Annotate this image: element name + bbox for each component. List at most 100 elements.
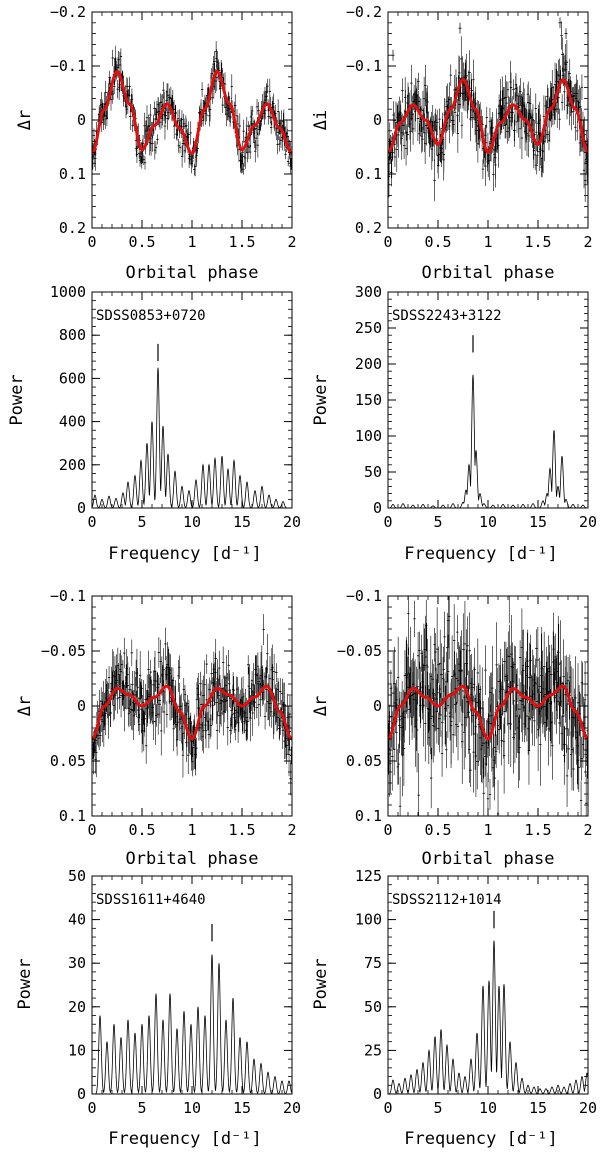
x-tick-label: 5	[137, 1099, 146, 1117]
power-curve	[92, 954, 292, 1094]
y-axis-title: Δr	[311, 696, 331, 716]
x-tick-label: 10	[183, 513, 201, 531]
y-tick-label: 0.2	[355, 219, 382, 237]
panel-power-sdss2112: Frequency [d⁻¹] Power SDSS2112+1014 0 5 10…	[311, 867, 597, 1149]
x-tick-label: 2	[287, 821, 296, 839]
model-curve	[92, 69, 292, 156]
x-tick-label: 15	[529, 513, 547, 531]
y-tick-label: 0.1	[355, 165, 382, 183]
x-tick-label: 20	[579, 1099, 597, 1117]
x-tick-label: 0.5	[128, 821, 155, 839]
x-axis-title: Orbital phase	[421, 849, 554, 869]
y-tick-label: 600	[59, 369, 86, 387]
y-tick-label: 0	[373, 499, 382, 517]
y-tick-label: 0.2	[59, 219, 86, 237]
y-tick-label: 0	[373, 697, 382, 715]
x-tick-label: 2	[583, 821, 592, 839]
y-tick-label: 50	[68, 867, 86, 885]
x-tick-label: 0	[383, 821, 392, 839]
x-tick-label: 20	[283, 513, 301, 531]
x-tick-label: 0	[87, 821, 96, 839]
x-axis-title: Frequency [d⁻¹]	[404, 1129, 558, 1149]
object-label: SDSS1611+4640	[96, 892, 206, 908]
y-axis-title: Power	[311, 958, 331, 1009]
x-tick-label: 1	[187, 821, 196, 839]
x-tick-label: 5	[433, 1099, 442, 1117]
x-tick-label: 1.5	[524, 233, 551, 251]
power-curve	[388, 940, 588, 1094]
plot-area	[92, 614, 292, 796]
y-tick-label: 0.1	[59, 807, 86, 825]
y-tick-label: 100	[355, 427, 382, 445]
x-axis-title: Orbital phase	[125, 263, 258, 283]
plot-area	[388, 596, 588, 816]
y-tick-label: −0.2	[346, 3, 382, 21]
x-tick-label: 0	[87, 513, 96, 531]
x-tick-label: 10	[183, 1099, 201, 1117]
y-tick-label: 125	[355, 867, 382, 885]
y-tick-label: 300	[355, 283, 382, 301]
plot-area	[388, 940, 588, 1094]
y-axis-title: Δr	[15, 696, 35, 716]
y-tick-label: 0	[373, 1085, 382, 1103]
y-tick-label: −0.05	[337, 642, 382, 660]
panel-lightcurve-sdss1611: Orbital phase Δr 0 0.5 1 1.5 2 −0.1 −0.05 0 0.05…	[15, 587, 297, 869]
x-tick-label: 20	[579, 513, 597, 531]
y-tick-label: 75	[364, 954, 382, 972]
object-label: SDSS0853+0720	[96, 308, 206, 324]
y-tick-label: 0.1	[59, 165, 86, 183]
x-axis-title: Frequency [d⁻¹]	[108, 1129, 262, 1149]
y-tick-label: 30	[68, 954, 86, 972]
y-tick-label: 250	[355, 319, 382, 337]
x-tick-label: 0	[87, 233, 96, 251]
plot-area	[388, 17, 588, 202]
y-tick-label: 50	[364, 998, 382, 1016]
x-tick-label: 0	[383, 513, 392, 531]
y-tick-label: 40	[68, 911, 86, 929]
y-axis-title: Δi	[311, 110, 331, 130]
x-tick-label: 0.5	[128, 233, 155, 251]
y-tick-label: 20	[68, 998, 86, 1016]
x-tick-label: 0	[383, 233, 392, 251]
y-tick-label: 400	[59, 413, 86, 431]
model-curve	[388, 77, 588, 155]
plot-area	[92, 954, 292, 1094]
object-label: SDSS2112+1014	[392, 892, 502, 908]
x-tick-label: 15	[233, 1099, 251, 1117]
y-tick-label: 800	[59, 326, 86, 344]
panel-lightcurve-sdss2112: Orbital phase Δr 0 0.5 1 1.5 2 −0.1 −0.05 0 0.05…	[311, 587, 593, 869]
x-tick-label: 1.5	[524, 821, 551, 839]
y-tick-label: 150	[355, 391, 382, 409]
x-axis-title: Orbital phase	[421, 263, 554, 283]
x-tick-label: 1	[483, 233, 492, 251]
y-tick-label: −0.1	[346, 587, 382, 605]
x-tick-label: 15	[529, 1099, 547, 1117]
y-axis-title: Δr	[15, 110, 35, 130]
x-tick-label: 5	[137, 513, 146, 531]
x-tick-label: 10	[479, 1099, 497, 1117]
x-tick-label: 1.5	[228, 821, 255, 839]
y-tick-label: 0.05	[346, 752, 382, 770]
x-tick-label: 2	[287, 233, 296, 251]
x-axis-title: Frequency [d⁻¹]	[108, 544, 262, 564]
panel-power-sdss1611: Frequency [d⁻¹] Power SDSS1611+4640 0 5 10…	[15, 867, 301, 1149]
x-tick-label: 20	[283, 1099, 301, 1117]
x-tick-label: 15	[233, 513, 251, 531]
x-tick-label: 1.5	[228, 233, 255, 251]
x-tick-label: 0	[87, 1099, 96, 1117]
y-tick-label: 1000	[50, 283, 86, 301]
y-axis-title: Power	[311, 374, 331, 425]
y-tick-label: 0	[77, 499, 86, 517]
y-tick-label: 100	[355, 911, 382, 929]
y-tick-label: 10	[68, 1041, 86, 1059]
y-tick-label: −0.1	[50, 57, 86, 75]
y-tick-label: 50	[364, 463, 382, 481]
plot-area	[92, 40, 292, 177]
x-tick-label: 5	[433, 513, 442, 531]
x-axis-title: Orbital phase	[125, 849, 258, 869]
y-tick-label: 0	[77, 697, 86, 715]
y-tick-label: −0.1	[50, 587, 86, 605]
x-tick-label: 1	[483, 821, 492, 839]
